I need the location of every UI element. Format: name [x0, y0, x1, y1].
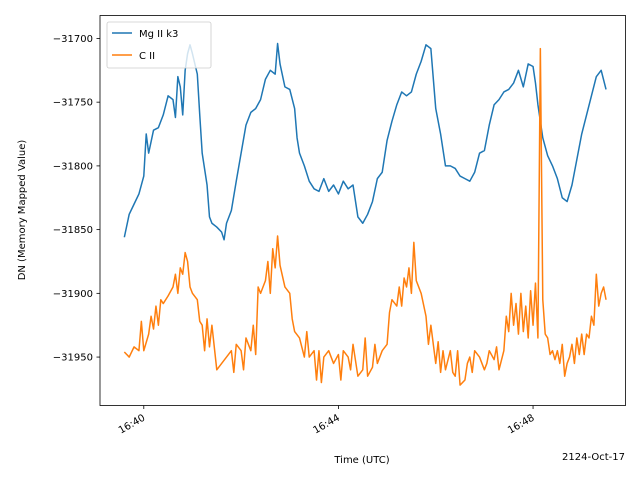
plot-frame [99, 15, 626, 406]
series-line-c-ii [123, 47, 607, 386]
y-axis-label: DN (Memory Mapped Value) [17, 140, 28, 281]
date-label: 2124-Oct-17 [562, 452, 625, 463]
legend-label-c-ii: C II [139, 51, 155, 62]
x-axis-label: Time (UTC) [333, 455, 389, 466]
y-tick-label: −31750 [53, 98, 93, 109]
y-tick-label: −31700 [53, 34, 93, 45]
y-tick-label: −31800 [53, 161, 93, 172]
series-line-mg-ii-k3 [123, 42, 607, 241]
plot-lines [123, 42, 607, 386]
y-tick-label: −31900 [53, 289, 93, 300]
legend-label-mg-ii-k3: Mg II k3 [139, 29, 178, 40]
x-tick-label: 16:44 [311, 413, 341, 437]
x-tick-label: 16:40 [117, 413, 147, 437]
y-tick-label: −31950 [53, 353, 93, 364]
x-tick-label: 16:48 [506, 413, 536, 437]
y-tick-label: −31850 [53, 225, 93, 236]
legend: Mg II k3 C II [106, 21, 212, 69]
legend-box [106, 21, 212, 69]
